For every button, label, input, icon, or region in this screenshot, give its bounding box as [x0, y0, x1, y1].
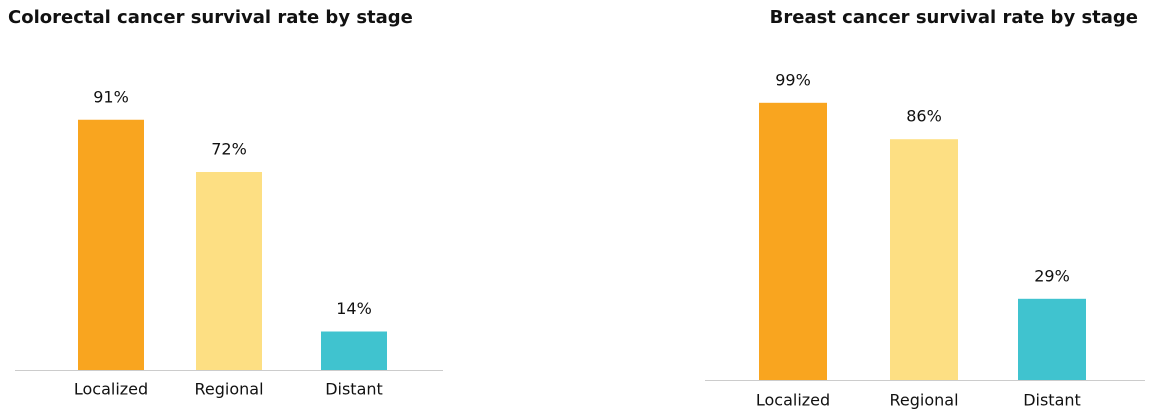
value-label: 14%: [336, 299, 372, 318]
value-label: 29%: [1034, 266, 1070, 285]
category-label: Localized: [74, 380, 148, 399]
bar: [759, 102, 827, 381]
bar: [78, 119, 144, 370]
category-label: Regional: [889, 391, 958, 410]
bar: [321, 331, 387, 370]
category-label: Localized: [756, 391, 830, 410]
value-label: 99%: [775, 70, 811, 89]
category-label: Distant: [325, 380, 383, 399]
value-label: 72%: [211, 140, 247, 159]
chart-title: Breast cancer survival rate by stage: [770, 7, 1138, 28]
category-label: Regional: [194, 380, 263, 399]
chart-title: Colorectal cancer survival rate by stage: [8, 7, 413, 28]
value-label: 86%: [906, 107, 942, 126]
category-label: Distant: [1023, 391, 1081, 410]
bar: [1018, 298, 1086, 380]
bar: [196, 172, 262, 370]
bar: [890, 139, 958, 380]
value-label: 91%: [93, 87, 129, 106]
